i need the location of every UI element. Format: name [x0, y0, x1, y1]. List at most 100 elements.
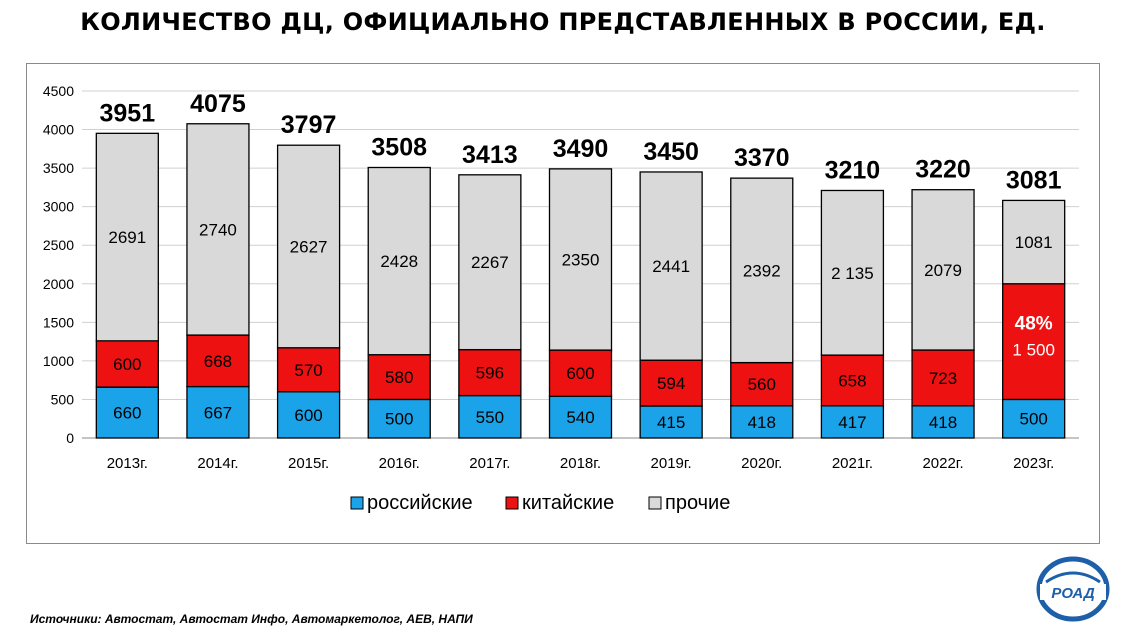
bar-segment — [639, 405, 703, 439]
x-tick-label: 2018г. — [560, 455, 601, 472]
total-label: 3210 — [825, 156, 881, 184]
data-label: 2350 — [562, 250, 600, 269]
data-label: 723 — [929, 369, 957, 388]
y-tick-label: 0 — [66, 430, 74, 446]
x-tick-label: 2020г. — [741, 455, 782, 472]
bar-segment — [548, 168, 613, 351]
legend-swatch — [505, 496, 519, 510]
data-label: 560 — [748, 375, 776, 394]
total-label: 3508 — [371, 133, 427, 161]
bar-segment — [95, 340, 159, 388]
bar-segment — [95, 386, 159, 439]
x-tick-label: 2015г. — [288, 455, 329, 472]
bar-segment — [186, 385, 250, 439]
total-label: 3797 — [281, 111, 337, 139]
data-label: 1081 — [1015, 233, 1053, 252]
data-label: 418 — [748, 413, 776, 432]
data-label: 2740 — [199, 220, 237, 239]
y-tick-label: 3000 — [43, 199, 74, 215]
y-tick-label: 4500 — [43, 83, 74, 99]
bar-segment — [367, 354, 431, 401]
legend-swatch — [648, 496, 662, 510]
y-tick-label: 4000 — [43, 122, 74, 138]
bar-segment — [1002, 398, 1066, 439]
data-label: 580 — [385, 368, 413, 387]
x-tick-label: 2016г. — [379, 455, 420, 472]
legend-label: российские — [367, 492, 473, 514]
bar-segment — [458, 394, 522, 439]
data-label: 600 — [294, 406, 322, 425]
bar-segment — [186, 334, 250, 388]
data-label: 2441 — [652, 257, 690, 276]
x-tick-label: 2021г. — [832, 455, 873, 472]
bar-segment — [911, 405, 975, 439]
data-label: 596 — [476, 364, 504, 383]
data-label: 500 — [385, 410, 413, 429]
data-label: 2079 — [924, 261, 962, 280]
data-label: 417 — [838, 413, 866, 432]
bar-annotation: 48% — [1015, 314, 1053, 335]
legend-label: китайские — [522, 492, 614, 514]
bar-segment — [730, 405, 794, 439]
total-label: 3490 — [553, 135, 609, 163]
total-label: 3081 — [1006, 166, 1062, 194]
data-label: 415 — [657, 413, 685, 432]
data-label: 500 — [1019, 410, 1047, 429]
bar-segment — [548, 395, 613, 439]
data-label: 1 500 — [1012, 341, 1055, 360]
data-label: 418 — [929, 413, 957, 432]
y-tick-label: 1000 — [43, 353, 74, 369]
bar-segment — [639, 171, 703, 361]
road-logo-lettering: РОАД — [1051, 585, 1094, 602]
total-label: 3413 — [462, 141, 518, 169]
bar-segment — [367, 166, 431, 356]
bar-segment — [458, 174, 522, 351]
x-tick-label: 2019г. — [651, 455, 692, 472]
data-label: 2 135 — [831, 264, 874, 283]
bar-segment — [730, 361, 794, 407]
total-label: 3220 — [915, 156, 971, 184]
chart-frame: 0 500 1000 1500 2000 2500 3000 3500 4000 4500 660 6… — [26, 63, 1100, 544]
total-label: 3450 — [643, 138, 699, 166]
y-tick-label: 2000 — [43, 276, 74, 292]
data-label: 600 — [113, 355, 141, 374]
data-label: 2428 — [380, 252, 418, 271]
stacked-bar-chart: 0 500 1000 1500 2000 2500 3000 3500 4000 4500 660 6… — [43, 83, 1079, 514]
y-tick-label: 3500 — [43, 160, 74, 176]
road-logo: РОАД — [1036, 556, 1110, 622]
source-note: Источники: Автостат, Автостат Инфо, Авто… — [30, 612, 473, 626]
total-label: 3370 — [734, 144, 790, 172]
bar-segment — [1002, 283, 1066, 401]
page-title: КОЛИЧЕСТВО ДЦ, ОФИЦИАЛЬНО ПРЕДСТАВЛЕННЫХ… — [80, 8, 1046, 36]
total-label: 4075 — [190, 90, 246, 118]
x-tick-label: 2013г. — [107, 455, 148, 472]
x-tick-label: 2017г. — [469, 455, 510, 472]
data-label: 540 — [566, 408, 594, 427]
data-label: 668 — [204, 352, 232, 371]
total-label: 3951 — [100, 99, 156, 127]
bar-segment — [367, 398, 431, 439]
data-label: 570 — [294, 361, 322, 380]
y-tick-label: 500 — [51, 391, 75, 407]
x-tick-label: 2014г. — [197, 455, 238, 472]
legend-swatch — [350, 496, 364, 510]
bar-segment — [911, 189, 975, 351]
data-label: 550 — [476, 408, 504, 427]
legend-label: прочие — [665, 492, 730, 514]
bar-segment — [820, 189, 885, 356]
bar-segment — [730, 177, 794, 364]
bar-segment — [276, 144, 341, 349]
bar-segment — [820, 405, 885, 439]
data-label: 2267 — [471, 253, 509, 272]
y-tick-label: 1500 — [43, 314, 74, 330]
bar-segment — [95, 132, 159, 342]
bar-segment — [1002, 199, 1066, 285]
x-tick-label: 2022г. — [922, 455, 963, 472]
bar-segment — [186, 123, 250, 336]
x-tick-label: 2023г. — [1013, 455, 1054, 472]
data-label: 2627 — [290, 237, 328, 256]
data-label: 2392 — [743, 261, 781, 280]
y-tick-label: 2500 — [43, 237, 74, 253]
data-label: 660 — [113, 404, 141, 423]
data-label: 594 — [657, 374, 685, 393]
